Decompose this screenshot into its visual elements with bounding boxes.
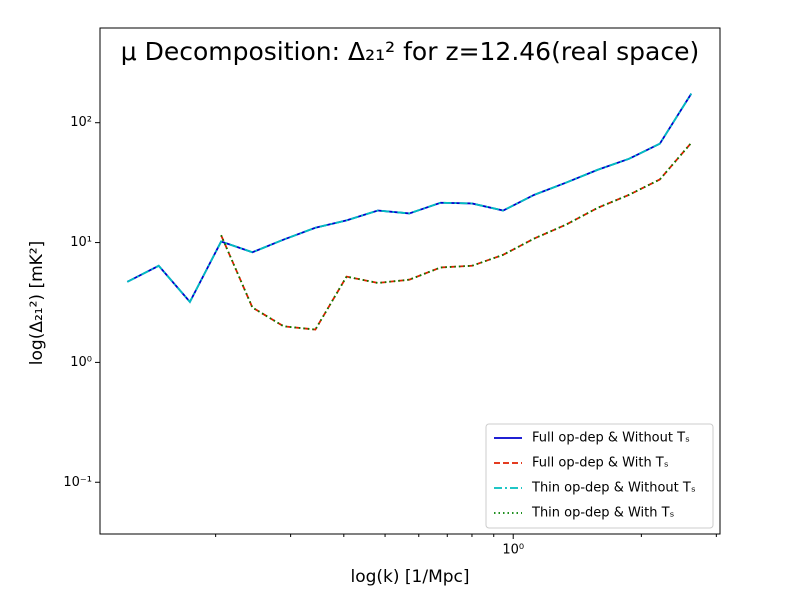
x-axis-label: log(k) [1/Mpc] (350, 567, 469, 587)
legend-box (485, 423, 714, 529)
data-line (220, 142, 692, 331)
y-tick-label: 10⁻¹ (63, 475, 92, 490)
data-line (126, 93, 693, 304)
y-axis-label: log(Δ₂₁²) [mK²] (27, 241, 47, 365)
x-tick-label: 10⁰ (502, 543, 524, 558)
legend-label: Full op-dep & Without Tₛ (532, 431, 690, 446)
plot-frame (99, 27, 721, 535)
y-tick-label: 10² (70, 115, 92, 130)
legend-label: Thin op-dep & With Tₛ (531, 506, 675, 521)
y-tick-label: 10⁰ (70, 355, 92, 370)
legend: Full op-dep & Without Tₛ Full op-dep & Wi… (485, 423, 714, 529)
legend-label: Thin op-dep & Without Tₛ (531, 481, 696, 496)
chart-title: μ Decomposition: Δ₂₁² for z=12.46(real s… (121, 37, 700, 66)
y-tick-label: 10¹ (70, 235, 92, 250)
legend-label: Full op-dep & With Tₛ (532, 456, 669, 471)
